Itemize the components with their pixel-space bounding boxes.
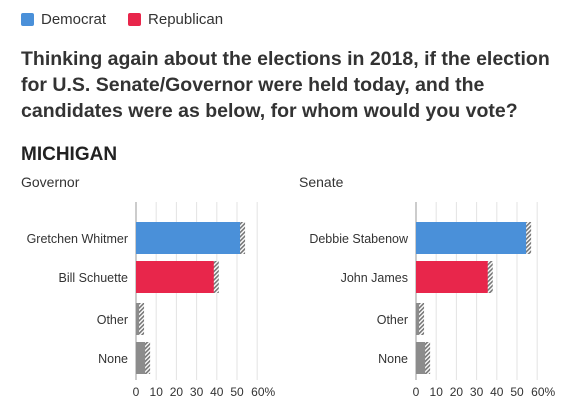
state-title: MICHIGAN bbox=[21, 144, 118, 165]
category-label: John James bbox=[341, 271, 408, 285]
bar-none[interactable] bbox=[416, 342, 429, 374]
bar-debbie-stabenow[interactable] bbox=[416, 222, 530, 254]
uncertainty-band bbox=[145, 342, 151, 374]
legend-item-democrat[interactable]: Democrat bbox=[21, 11, 106, 28]
x-tick-label: 50 bbox=[510, 385, 524, 399]
x-tick-label: 10 bbox=[150, 385, 164, 399]
senate-chart: Debbie Stabenow John James Other None 0 10 20 3… bbox=[309, 202, 556, 399]
x-tick-label: 20 bbox=[170, 385, 184, 399]
uncertainty-band bbox=[213, 261, 219, 293]
legend: Democrat Republican bbox=[21, 9, 245, 29]
republican-swatch bbox=[128, 12, 142, 26]
x-tick-label: 30 bbox=[470, 385, 484, 399]
x-tick-label: 10 bbox=[430, 385, 444, 399]
legend-item-republican[interactable]: Republican bbox=[128, 11, 223, 28]
category-label: Bill Schuette bbox=[59, 271, 129, 285]
x-tick-label: 40 bbox=[490, 385, 504, 399]
uncertainty-band bbox=[526, 222, 532, 254]
governor-subtitle: Governor bbox=[21, 174, 80, 190]
x-tick-label: 30 bbox=[190, 385, 204, 399]
category-label: Other bbox=[377, 313, 408, 327]
x-tick-label: 60% bbox=[251, 385, 275, 399]
x-tick-label: 50 bbox=[230, 385, 244, 399]
bar-other[interactable] bbox=[416, 303, 423, 335]
bar-gretchen-whitmer[interactable] bbox=[136, 222, 244, 254]
bar-other[interactable] bbox=[136, 303, 143, 335]
bar-bill-schuette[interactable] bbox=[136, 261, 217, 293]
category-label: Other bbox=[97, 313, 128, 327]
uncertainty-band bbox=[419, 303, 425, 335]
uncertainty-band bbox=[487, 261, 493, 293]
x-tick-label: 60% bbox=[531, 385, 555, 399]
bar-john-james[interactable] bbox=[416, 261, 491, 293]
governor-chart: Gretchen Whitmer Bill Schuette Other None 0 1… bbox=[27, 202, 276, 399]
category-label: Debbie Stabenow bbox=[309, 232, 409, 246]
bar-none[interactable] bbox=[136, 342, 149, 374]
survey-question: Thinking again about the elections in 20… bbox=[21, 48, 550, 122]
x-tick-label: 0 bbox=[133, 385, 140, 399]
uncertainty-band bbox=[139, 303, 145, 335]
legend-label-democrat: Democrat bbox=[41, 10, 107, 28]
senate-subtitle: Senate bbox=[299, 174, 344, 190]
legend-label-republican: Republican bbox=[148, 10, 224, 28]
uncertainty-band bbox=[425, 342, 431, 374]
category-label: Gretchen Whitmer bbox=[27, 232, 128, 246]
x-tick-label: 20 bbox=[450, 385, 464, 399]
x-tick-label: 40 bbox=[210, 385, 224, 399]
democrat-swatch bbox=[21, 12, 34, 26]
category-label: None bbox=[98, 352, 128, 366]
category-label: None bbox=[378, 352, 408, 366]
uncertainty-band bbox=[240, 222, 246, 254]
x-tick-label: 0 bbox=[413, 385, 420, 399]
